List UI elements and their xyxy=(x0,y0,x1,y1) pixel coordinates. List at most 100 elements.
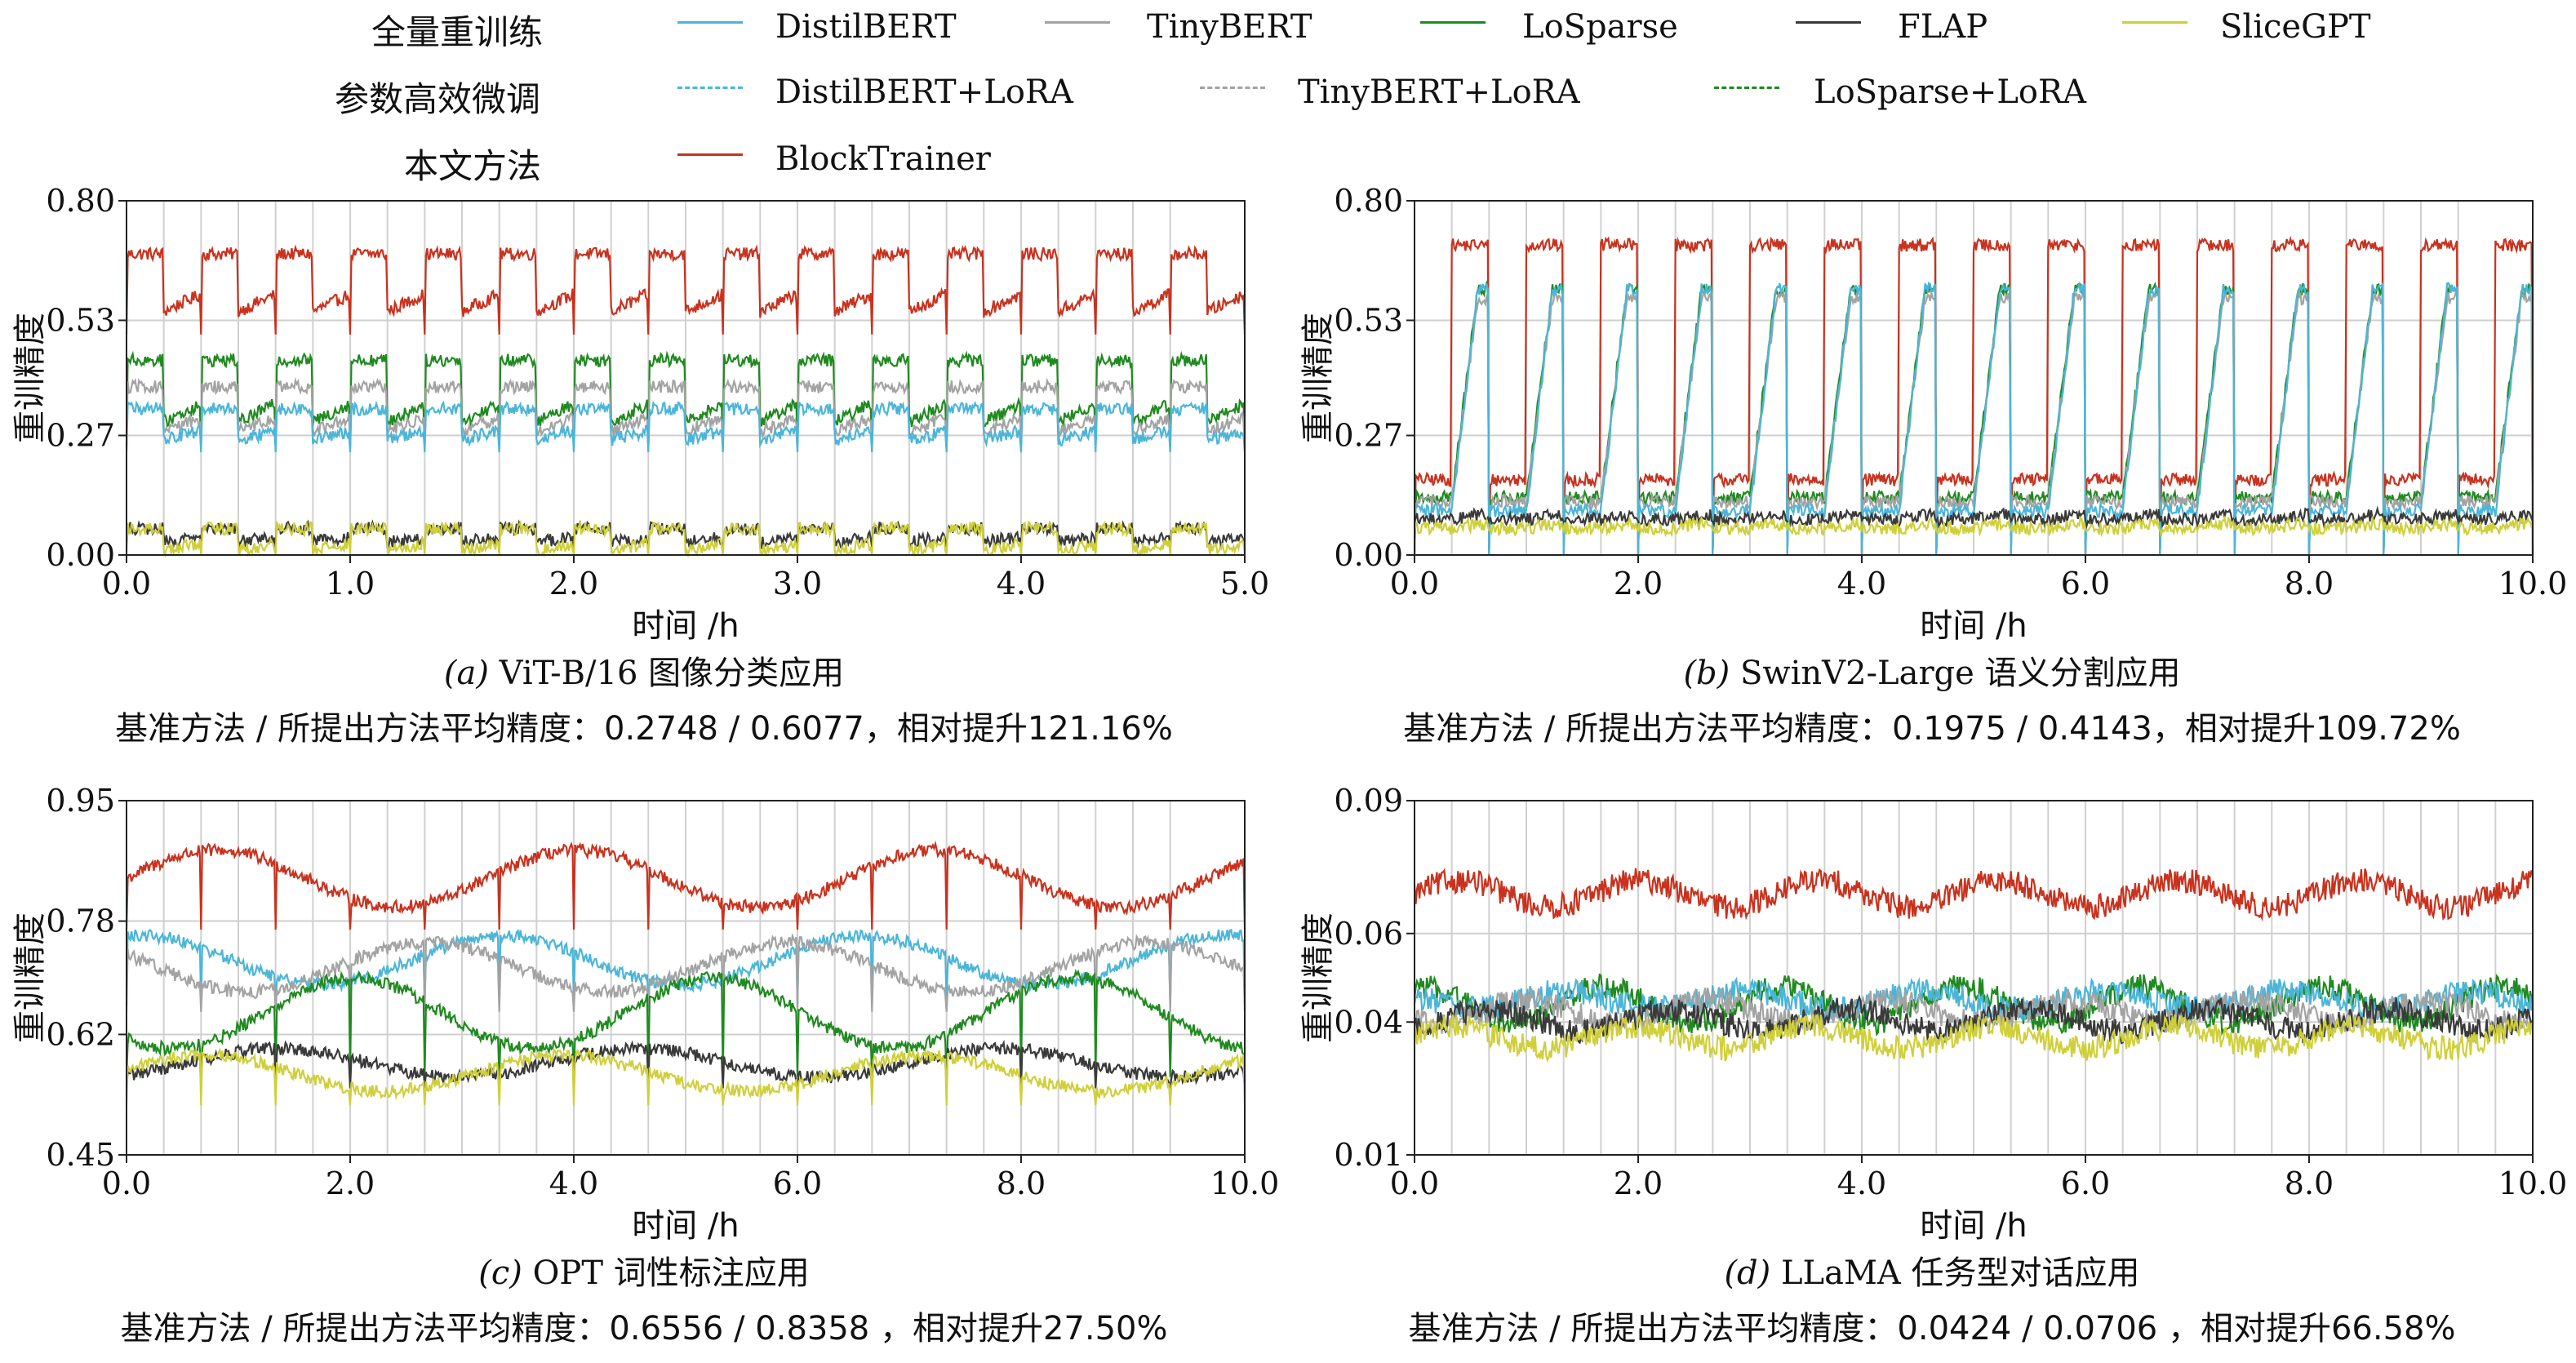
legend-swatch-distilbert-lora xyxy=(677,87,743,89)
legend-swatch-slicegpt xyxy=(2122,21,2187,24)
chart-b-ylabel: 重训精度 xyxy=(1299,313,1337,443)
legend: 全量重训练 参数高效微调 本文方法 DistilBERT TinyBERT Lo… xyxy=(0,0,2576,188)
chart-c-series-losparse xyxy=(125,968,1246,1077)
legend-swatch-flap xyxy=(1796,21,1861,24)
chart-c-series-tinybert xyxy=(125,932,1246,1012)
chart-d-caption-label: (d) xyxy=(1724,1254,1771,1292)
chart-b-ytick-label: 0.80 xyxy=(1334,183,1403,219)
chart-a-summary: 基准方法 / 所提出方法平均精度：0.2748 / 0.6077，相对提升121… xyxy=(115,710,1173,748)
chart-d-xtick-label: 4.0 xyxy=(1837,1165,1886,1201)
legend-label-distilbert: DistilBERT xyxy=(775,8,957,46)
chart-a-xtick-label: 2.0 xyxy=(549,566,598,602)
chart-b-xtick-label: 8.0 xyxy=(2285,566,2334,602)
chart-a-ytick-label: 0.53 xyxy=(46,302,115,338)
legend-swatch-losparse-lora xyxy=(1714,87,1779,89)
chart-panel-b: 0.00 0.27 0.53 0.80 0.0 2.0 4.0 6.0 8.0 10.0 时间 /h… xyxy=(1288,183,2576,759)
chart-d-caption-text: LLaMA 任务型对话应用 xyxy=(1770,1254,2140,1292)
chart-d-ytick-label: 0.09 xyxy=(1334,783,1403,819)
chart-c-summary: 基准方法 / 所提出方法平均精度：0.6556 / 0.8358 ，相对提升27… xyxy=(120,1310,1168,1347)
chart-b-series-slicegpt xyxy=(1413,514,2534,539)
chart-a-caption: (a) ViT-B/16 图像分类应用 xyxy=(0,646,1288,694)
chart-d-series-slicegpt xyxy=(1413,1013,2534,1063)
chart-c-xtick-label: 6.0 xyxy=(773,1165,822,1201)
legend-label-losparse: LoSparse xyxy=(1522,8,1678,46)
chart-d-ylabel: 重训精度 xyxy=(1299,912,1337,1043)
chart-d-series-blocktrainer xyxy=(1413,868,2534,921)
chart-b-xtick-label: 0.0 xyxy=(1390,566,1439,602)
legend-swatch-tinybert-lora xyxy=(1200,87,1265,89)
chart-b-xtick-label: 10.0 xyxy=(2498,566,2568,602)
chart-b-caption-label: (b) xyxy=(1683,655,1730,692)
chart-panel-d: 0.01 0.04 0.06 0.09 0.0 2.0 4.0 6.0 8.0 10.0 时间 /h… xyxy=(1288,783,2576,1359)
chart-a-xtick-label: 5.0 xyxy=(1220,566,1269,602)
chart-c-xtick-label: 2.0 xyxy=(326,1165,375,1201)
chart-d-ytick-label: 0.01 xyxy=(1334,1137,1403,1173)
chart-c-caption-label: (c) xyxy=(478,1254,522,1292)
chart-a-xtick-label: 4.0 xyxy=(997,566,1046,602)
chart-c-ylabel: 重训精度 xyxy=(11,912,49,1043)
chart-c-series-distilbert xyxy=(125,928,1246,1006)
chart-panel-a: 0.00 0.27 0.53 0.80 0.0 1.0 2.0 3.0 4.0 5.0 时间 /h 重… xyxy=(0,183,1288,759)
chart-d-summary: 基准方法 / 所提出方法平均精度：0.0424 / 0.0706 ，相对提升66… xyxy=(1408,1310,2456,1347)
chart-b-ytick-label: 0.27 xyxy=(1334,418,1403,454)
legend-swatch-blocktrainer xyxy=(677,153,743,156)
chart-c-series-flap xyxy=(125,1039,1246,1089)
chart-b-frame xyxy=(1414,200,2534,556)
chart-c-caption: (c) OPT 词性标注应用 xyxy=(0,1246,1288,1294)
chart-a-xtick-label: 0.0 xyxy=(102,566,151,602)
chart-a-ytick-label: 0.27 xyxy=(46,418,115,454)
chart-a-series-blocktrainer xyxy=(125,244,1246,335)
chart-c-ytick-label: 0.45 xyxy=(46,1137,115,1173)
chart-c-xtick-label: 10.0 xyxy=(1210,1165,1280,1201)
chart-panel-c: 0.45 0.62 0.78 0.95 0.0 2.0 4.0 6.0 8.0 10.0 时间 /h… xyxy=(0,783,1288,1359)
chart-d-caption: (d) LLaMA 任务型对话应用 xyxy=(1288,1246,2576,1294)
legend-group-peft: 参数高效微调 xyxy=(335,79,541,119)
chart-b-xtick-label: 2.0 xyxy=(1614,566,1663,602)
chart-c-caption-text: OPT 词性标注应用 xyxy=(522,1254,810,1292)
chart-b-summary: 基准方法 / 所提出方法平均精度：0.1975 / 0.4143，相对提升109… xyxy=(1403,710,2461,748)
chart-b-ytick-label: 0.00 xyxy=(1334,537,1403,573)
chart-d-xtick-label: 10.0 xyxy=(2498,1165,2568,1201)
chart-a-xtick-label: 1.0 xyxy=(326,566,375,602)
chart-c-series-blocktrainer xyxy=(125,840,1246,930)
chart-d-xtick-label: 2.0 xyxy=(1614,1165,1663,1201)
legend-label-blocktrainer: BlockTrainer xyxy=(775,140,991,178)
legend-group-ours: 本文方法 xyxy=(404,146,542,186)
chart-a-ylabel: 重训精度 xyxy=(11,313,49,443)
chart-c-xtick-label: 4.0 xyxy=(549,1165,598,1201)
chart-d-xtick-label: 6.0 xyxy=(2061,1165,2110,1201)
legend-label-distilbert-lora: DistilBERT+LoRA xyxy=(775,73,1073,111)
chart-b-series-blocktrainer xyxy=(1413,235,2534,556)
legend-label-slicegpt: SliceGPT xyxy=(2220,8,2371,46)
chart-a-series-distilbert xyxy=(125,400,1246,453)
chart-a-ytick-label: 0.00 xyxy=(46,537,115,573)
chart-b-xlabel: 时间 /h xyxy=(1920,607,2027,645)
chart-c-ytick-label: 0.78 xyxy=(46,903,115,939)
chart-b-xtick-label: 6.0 xyxy=(2061,566,2110,602)
chart-a-frame xyxy=(126,200,1246,556)
chart-d-plot: 0.01 0.04 0.06 0.09 0.0 2.0 4.0 6.0 8.0 10.0 时间 /h… xyxy=(1299,783,2568,1245)
chart-c-xtick-label: 8.0 xyxy=(997,1165,1046,1201)
chart-c-series-slicegpt xyxy=(125,1047,1246,1106)
legend-label-tinybert-lora: TinyBERT+LoRA xyxy=(1298,73,1580,111)
chart-a-ytick-label: 0.80 xyxy=(46,183,115,219)
chart-c-frame xyxy=(126,800,1246,1156)
chart-a-xlabel: 时间 /h xyxy=(632,607,739,645)
chart-d-xtick-label: 8.0 xyxy=(2285,1165,2334,1201)
chart-d-xlabel: 时间 /h xyxy=(1920,1207,2027,1245)
legend-label-tinybert: TinyBERT xyxy=(1147,8,1312,46)
chart-a-plot: 0.00 0.27 0.53 0.80 0.0 1.0 2.0 3.0 4.0 5.0 时间 /h 重… xyxy=(11,183,1269,645)
chart-c-ytick-label: 0.95 xyxy=(46,783,115,819)
legend-swatch-losparse xyxy=(1420,21,1486,24)
legend-swatch-tinybert xyxy=(1045,21,1110,24)
chart-b-plot: 0.00 0.27 0.53 0.80 0.0 2.0 4.0 6.0 8.0 10.0 时间 /h… xyxy=(1299,183,2568,645)
chart-c-ytick-label: 0.62 xyxy=(46,1016,115,1052)
chart-b-ytick-label: 0.53 xyxy=(1334,302,1403,338)
chart-b-xtick-label: 4.0 xyxy=(1837,566,1886,602)
chart-d-series-distilbert xyxy=(1413,976,2534,1023)
chart-d-xtick-label: 0.0 xyxy=(1390,1165,1439,1201)
chart-b-caption-text: SwinV2-Large 语义分割应用 xyxy=(1730,655,2181,692)
chart-b-caption: (b) SwinV2-Large 语义分割应用 xyxy=(1288,646,2576,694)
chart-a-caption-text: ViT-B/16 图像分类应用 xyxy=(488,655,845,692)
chart-d-ytick-label: 0.06 xyxy=(1334,916,1403,952)
